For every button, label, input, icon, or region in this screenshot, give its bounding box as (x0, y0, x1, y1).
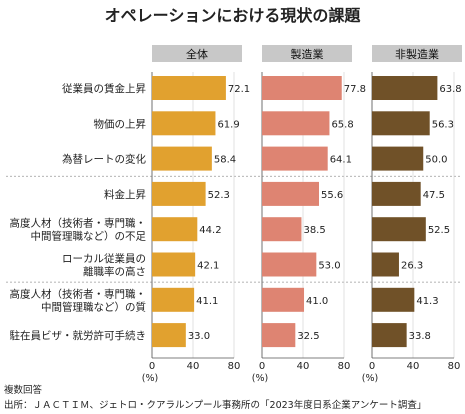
source-note: 出所：ＪＡＣＴＩＭ、ジェトロ・クアラルンプール事務所の「2023年度日系企業アン… (4, 400, 427, 411)
series-2-value-label-8: 32.5 (297, 331, 319, 342)
series-2-tick-label-2: 40 (297, 361, 310, 372)
series-2-bar-3 (262, 146, 328, 171)
series-1-bar-4 (152, 181, 206, 206)
series-1-tick-label-3: 80 (228, 361, 241, 372)
series-3-bar-2 (372, 111, 430, 136)
series-1-value-label-1: 72.1 (228, 84, 250, 95)
series-3-value-label-7: 41.3 (416, 296, 438, 307)
category-label-5-line-2: 中間管理職など）の不足 (31, 230, 147, 243)
series-3-bar-3 (372, 146, 424, 171)
series-3-value-label-2: 56.3 (432, 119, 454, 130)
series-1-bar-6 (152, 252, 196, 277)
category-label-3: 為替レートの変化 (62, 153, 146, 166)
series-1-tick-label-2: 40 (187, 361, 200, 372)
series-1-value-label-8: 33.0 (188, 331, 210, 342)
series-2-bar-8 (262, 323, 296, 348)
series-3-bar-1 (372, 76, 438, 100)
series-1-bar-1 (152, 76, 226, 100)
series-2-bar-1 (262, 76, 342, 100)
category-label-6-line-2: 離職率の高さ (83, 265, 146, 278)
series-3-value-label-3: 50.0 (425, 155, 447, 166)
series-3-bar-8 (372, 323, 407, 348)
series-2-bar-2 (262, 111, 330, 136)
series-2-value-label-4: 55.6 (321, 190, 343, 201)
series-1-value-label-7: 41.1 (196, 296, 218, 307)
chart-title: オペレーションにおける現状の課題 (104, 6, 361, 25)
series-2-unit-label: (%) (252, 373, 268, 384)
series-2-tick-label-1: 0 (259, 361, 265, 372)
series-2-value-label-5: 38.5 (303, 225, 325, 236)
series-3-value-label-1: 63.8 (439, 84, 461, 95)
series-2-bar-5 (262, 217, 302, 242)
series-2-tick-label-3: 80 (338, 361, 351, 372)
series-1-value-label-2: 61.9 (217, 119, 239, 130)
category-label-6-line-1: ローカル従業員の (62, 252, 146, 265)
category-label-7-line-1: 高度人材（技術者・専門職・ (10, 287, 147, 300)
series-3-bar-5 (372, 217, 426, 242)
series-3-bar-6 (372, 252, 399, 277)
series-3-tick-label-2: 40 (407, 361, 420, 372)
series-1-unit-label: (%) (142, 373, 158, 384)
series-2-bar-7 (262, 287, 305, 312)
category-label-8: 駐在員ビザ・就労許可手続き (10, 329, 147, 342)
series-1-bar-7 (152, 287, 195, 312)
series-2-bar-6 (262, 252, 317, 277)
series-1-header-label: 全体 (186, 47, 208, 61)
series-3-value-label-6: 26.3 (401, 261, 423, 272)
series-3-value-label-8: 33.8 (409, 331, 431, 342)
series-1-bar-8 (152, 323, 186, 348)
series-2-header-label: 製造業 (291, 47, 324, 61)
series-1-bar-3 (152, 146, 212, 171)
series-3-header-box (372, 45, 462, 62)
series-2-value-label-6: 53.0 (318, 261, 340, 272)
series-1-bar-5 (152, 217, 198, 242)
series-3-header-label: 非製造業 (395, 47, 439, 61)
series-3-bar-7 (372, 287, 415, 312)
series-2-value-label-3: 64.1 (330, 155, 352, 166)
series-2-header-box (262, 45, 352, 62)
series-3-value-label-4: 47.5 (423, 190, 445, 201)
series-1-tick-label-1: 0 (149, 361, 155, 372)
category-label-1: 従業員の賃金上昇 (62, 82, 146, 95)
series-2-value-label-2: 65.8 (331, 119, 353, 130)
series-3-unit-label: (%) (362, 373, 378, 384)
series-3-value-label-5: 52.5 (428, 225, 450, 236)
series-1-header-box (152, 45, 242, 62)
series-1-value-label-3: 58.4 (214, 155, 236, 166)
series-1-value-label-6: 42.1 (197, 261, 219, 272)
multiple-answer-note: 複数回答 (4, 385, 43, 396)
series-2-value-label-1: 77.8 (344, 84, 366, 95)
series-1-value-label-4: 52.3 (208, 190, 230, 201)
series-3-bar-4 (372, 181, 421, 206)
category-label-7-line-2: 中間管理職など）の質 (41, 300, 146, 313)
series-3-tick-label-1: 0 (369, 361, 375, 372)
category-label-2: 物価の上昇 (94, 117, 147, 130)
series-2-bar-4 (262, 181, 319, 206)
category-label-4: 料金上昇 (104, 188, 146, 201)
category-label-5-line-1: 高度人材（技術者・専門職・ (10, 217, 147, 230)
series-1-value-label-5: 44.2 (199, 225, 221, 236)
series-2-value-label-7: 41.0 (306, 296, 328, 307)
series-1-bar-2 (152, 111, 216, 136)
series-3-tick-label-3: 80 (448, 361, 461, 372)
